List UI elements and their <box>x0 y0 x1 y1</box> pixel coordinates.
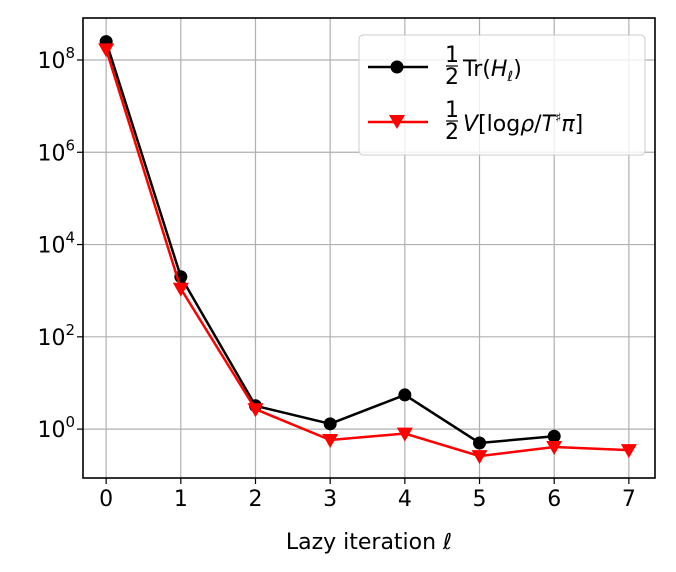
data-point <box>473 436 487 450</box>
x-tick-label: 5 <box>473 487 487 512</box>
legend-label-1: V[logρ/T♯π] <box>463 111 583 137</box>
plot-frame <box>82 17 656 479</box>
y-tick-label: 100 <box>37 413 75 443</box>
legend-frac-den-0: 2 <box>445 65 459 90</box>
y-tick-label: 106 <box>37 136 75 166</box>
series-line-1 <box>104 48 629 458</box>
data-point <box>396 427 413 442</box>
x-tick-label: 6 <box>547 487 561 512</box>
y-tick-label: 102 <box>37 321 75 351</box>
x-tick-label: 0 <box>99 487 113 512</box>
y-tick-label: 108 <box>37 44 75 74</box>
x-tick-label: 7 <box>622 487 636 512</box>
x-axis-label: Lazy iteration ℓ <box>286 530 452 555</box>
x-tick-label: 3 <box>323 487 337 512</box>
x-tick-label: 2 <box>248 487 262 512</box>
data-point <box>323 417 337 431</box>
data-point <box>620 444 637 459</box>
data-point <box>247 403 264 418</box>
legend-frac-den-1: 2 <box>445 120 459 145</box>
data-point <box>98 43 115 58</box>
x-tick-label: 4 <box>398 487 412 512</box>
data-point <box>398 388 412 402</box>
y-tick-label: 104 <box>37 229 75 259</box>
legend-marker-1 <box>389 115 405 129</box>
legend: 1 2 Tr(Hℓ) 1 2 V[logρ/T♯π] <box>358 34 646 156</box>
data-point <box>546 440 563 455</box>
legend-frac-num-0: 1 <box>445 43 459 68</box>
data-point <box>172 282 189 297</box>
data-point <box>322 434 339 449</box>
legend-label-0: Tr(Hℓ) <box>462 57 522 85</box>
legend-box <box>358 34 646 156</box>
data-point <box>471 450 488 465</box>
legend-marker-0 <box>390 60 404 74</box>
legend-frac-num-1: 1 <box>445 98 459 123</box>
series <box>98 35 637 465</box>
data-point <box>547 429 561 443</box>
x-tick-label: 1 <box>174 487 188 512</box>
